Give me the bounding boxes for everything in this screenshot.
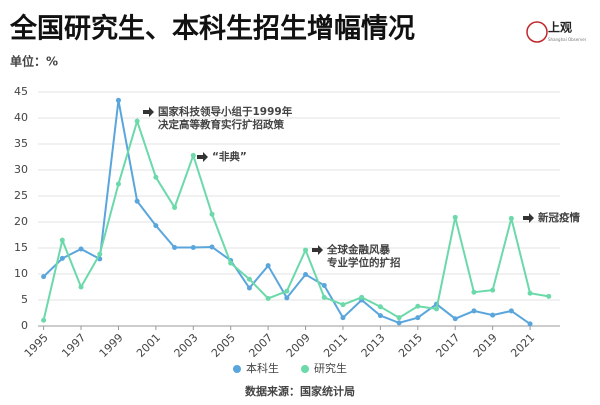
data-point	[490, 312, 496, 318]
data-point	[246, 276, 252, 282]
legend-marker	[301, 365, 309, 373]
annotation: 新冠疫情	[538, 211, 580, 224]
data-point	[415, 303, 421, 309]
data-point	[265, 295, 271, 301]
data-point	[78, 246, 84, 252]
y-tick-label: 20	[14, 215, 28, 228]
data-point	[190, 244, 196, 250]
y-tick-label: 45	[14, 85, 28, 98]
data-point	[340, 302, 346, 308]
data-point	[303, 247, 309, 253]
annotation-arrow	[197, 152, 208, 162]
annotation: “非典”	[212, 150, 247, 163]
legend-marker	[233, 365, 241, 373]
annotation-arrow	[143, 107, 154, 117]
data-point	[59, 255, 65, 261]
logo-name: 上观	[548, 20, 572, 35]
legend-label: 研究生	[314, 361, 347, 375]
source: 数据来源：国家统计局	[245, 384, 355, 398]
data-point	[452, 214, 458, 220]
data-point	[396, 320, 402, 326]
y-tick-label: 25	[14, 189, 28, 202]
data-point	[134, 198, 140, 204]
data-point	[377, 313, 383, 319]
logo-icon	[526, 21, 548, 43]
data-point	[490, 287, 496, 293]
data-point	[471, 308, 477, 314]
data-point	[246, 285, 252, 291]
data-point	[228, 260, 234, 266]
y-tick-label: 15	[14, 241, 28, 254]
data-point	[508, 215, 514, 221]
data-point	[508, 308, 514, 314]
unit-label: 单位：%	[10, 54, 58, 69]
annotation: 全球金融风暴	[326, 243, 390, 256]
annotation: 决定高等教育实行扩招政策	[158, 118, 284, 131]
data-point	[377, 304, 383, 310]
data-point	[97, 251, 103, 257]
data-point	[59, 237, 65, 243]
data-point	[359, 294, 365, 300]
data-point	[415, 315, 421, 321]
data-point	[471, 289, 477, 295]
legend-label: 本科生	[246, 361, 279, 375]
data-point	[209, 211, 215, 217]
data-point	[153, 223, 159, 229]
data-point	[115, 97, 121, 103]
annotation-arrow	[523, 213, 534, 223]
y-tick-label: 40	[14, 111, 28, 124]
data-point	[527, 290, 533, 296]
data-point	[115, 181, 121, 187]
data-point	[134, 118, 140, 124]
y-tick-label: 0	[21, 319, 28, 332]
data-point	[41, 317, 47, 323]
data-point	[434, 306, 440, 312]
logo-subtitle: Shanghai Observer	[548, 37, 587, 42]
data-point	[452, 316, 458, 322]
data-point	[321, 282, 327, 288]
data-point	[303, 272, 309, 278]
data-point	[321, 294, 327, 300]
data-point	[78, 284, 84, 290]
y-tick-label: 35	[14, 137, 28, 150]
y-tick-label: 30	[14, 163, 28, 176]
y-tick-label: 10	[14, 267, 28, 280]
data-point	[284, 295, 290, 301]
data-point	[284, 288, 290, 294]
chart-title: 全国研究生、本科生招生增幅情况	[9, 13, 415, 45]
data-point	[190, 152, 196, 158]
annotation: 国家科技领导小组于1999年	[158, 105, 293, 118]
data-point	[265, 263, 271, 269]
data-point	[340, 315, 346, 321]
annotation-arrow	[312, 245, 323, 255]
data-point	[41, 274, 47, 280]
data-point	[209, 244, 215, 250]
data-point	[172, 244, 178, 250]
data-point	[153, 174, 159, 180]
data-point	[172, 204, 178, 210]
series-line	[42, 117, 549, 321]
data-point	[527, 321, 533, 327]
data-point	[546, 293, 552, 299]
data-point	[396, 315, 402, 321]
y-tick-label: 5	[21, 293, 28, 306]
annotation: 专业学位的扩招	[327, 256, 401, 269]
